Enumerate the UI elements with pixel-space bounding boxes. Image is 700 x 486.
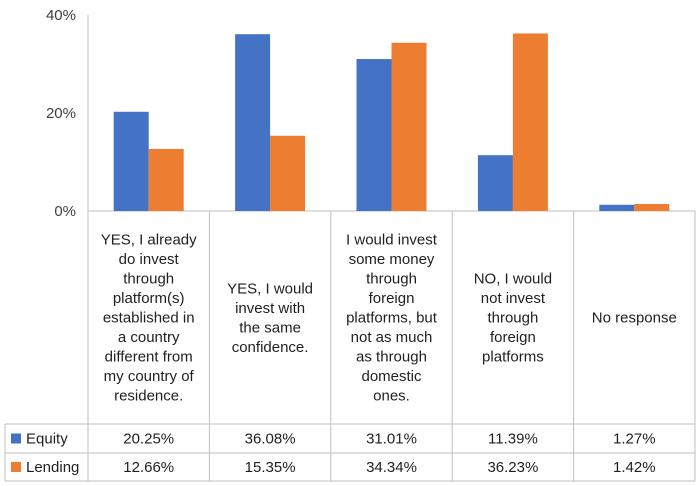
x-category-label: foreign — [369, 290, 415, 307]
x-category-label: YES, I already — [101, 232, 197, 249]
x-category-label: foreign — [490, 329, 536, 346]
y-tick-label: 0% — [54, 203, 76, 220]
data-table-value: 1.27% — [613, 431, 656, 448]
x-category-label: NO, I would — [474, 271, 552, 288]
data-table-value: 1.42% — [613, 459, 656, 476]
data-table-value: 15.35% — [245, 459, 296, 476]
x-category-label: established in — [103, 310, 195, 327]
bar-lending — [148, 148, 184, 211]
data-table-value: 34.34% — [366, 459, 417, 476]
x-category-label: through — [123, 271, 174, 288]
x-category-label: I would invest — [346, 232, 438, 249]
data-table-value: 36.23% — [487, 459, 538, 476]
x-category-label: as through — [356, 349, 427, 366]
x-category-label: different from — [105, 349, 193, 366]
legend-label-equity: Equity — [26, 431, 68, 448]
x-category-label: confidence. — [232, 339, 309, 356]
y-tick-label: 20% — [46, 105, 76, 122]
x-category-label: platforms — [482, 349, 544, 366]
x-category-label: YES, I would — [227, 280, 313, 297]
x-category-label: the same — [239, 319, 301, 336]
bar-lending — [391, 42, 427, 211]
x-category-label: a country — [118, 329, 180, 346]
x-category-label: through — [366, 271, 417, 288]
bar-lending — [270, 135, 306, 211]
x-category-label: platforms, but — [346, 310, 438, 327]
data-table-value: 36.08% — [245, 431, 296, 448]
x-category-label: residence. — [114, 388, 183, 405]
bar-equity — [113, 111, 149, 211]
legend-key-equity — [11, 433, 21, 444]
legend-key-lending — [11, 462, 21, 472]
data-table-value: 20.25% — [123, 431, 174, 448]
bar-lending — [634, 204, 670, 211]
x-category-label: through — [487, 310, 538, 327]
x-category-label: not invest — [481, 290, 546, 307]
bar-equity — [356, 59, 392, 212]
x-category-label: ones. — [373, 388, 410, 405]
x-category-label: do invest — [119, 251, 180, 268]
legend-label-lending: Lending — [26, 459, 79, 476]
data-table-value: 12.66% — [123, 459, 174, 476]
data-table-value: 11.39% — [488, 431, 538, 448]
x-category-label: some money — [349, 251, 435, 268]
x-category-label: invest with — [235, 300, 305, 317]
x-category-label: No response — [592, 310, 677, 327]
bar-lending — [512, 33, 548, 212]
data-table-value: 31.01% — [366, 431, 417, 448]
bar-equity — [477, 155, 513, 211]
bar-equity — [599, 204, 635, 211]
x-category-label: my country of — [104, 368, 195, 385]
x-category-label: platform(s) — [113, 290, 185, 307]
x-category-label: not as much — [351, 329, 433, 346]
bar-equity — [235, 34, 271, 211]
y-tick-label: 40% — [46, 7, 76, 24]
x-category-label: domestic — [361, 368, 422, 385]
